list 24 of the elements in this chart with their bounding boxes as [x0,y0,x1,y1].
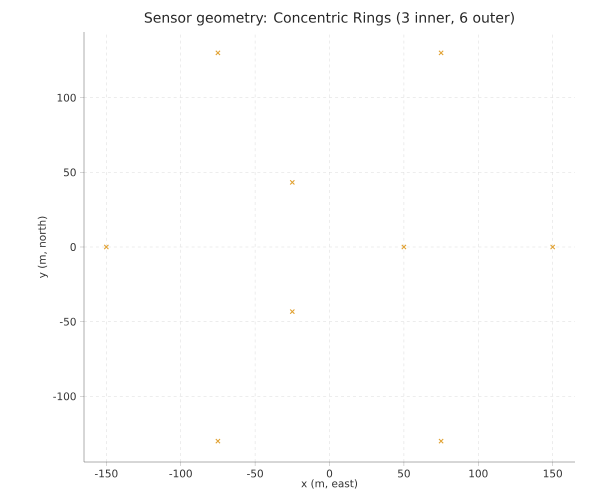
x-tick-label: 50 [398,470,410,478]
x-axis-title: x (m, east) [301,479,358,489]
point [290,308,295,314]
point [401,244,407,250]
point [104,244,109,250]
y-tick-label: 0 [70,243,76,251]
point [438,438,444,444]
point [215,50,221,56]
y-tick-label: -50 [60,318,76,326]
x-tick-label: -50 [247,470,263,478]
point [215,438,221,444]
x-tick-label: 100 [469,470,488,478]
x-tick-label: -100 [169,470,192,478]
point [550,244,556,250]
y-tick-label: -100 [53,392,76,400]
y-tick-label: 50 [64,168,76,176]
y-tick-label: 100 [58,94,76,102]
point [438,50,444,56]
x-tick-label: -150 [94,470,118,478]
x-tick-label: 0 [326,470,332,478]
chart-title: Sensor geometry: Concentric Rings (3 inner, 6 outer) [144,12,514,26]
x-tick-label: 150 [544,470,562,478]
y-axis-title: y (m, north) [38,216,48,278]
point [290,180,295,186]
